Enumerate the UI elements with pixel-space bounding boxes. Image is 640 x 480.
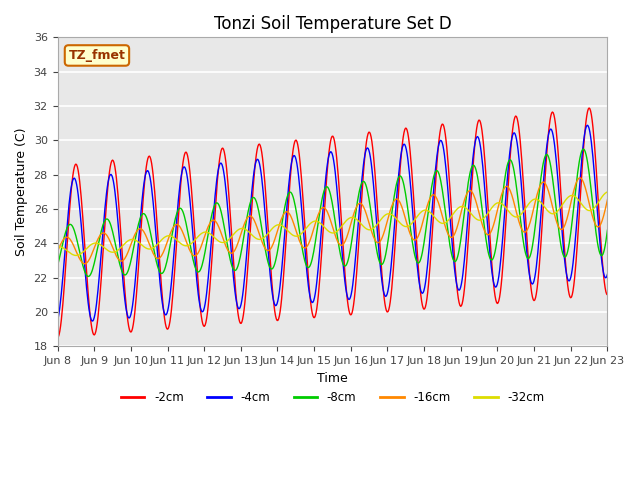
Text: TZ_fmet: TZ_fmet	[68, 49, 125, 62]
-32cm	[206, 230, 214, 236]
-8cm	[604, 227, 611, 233]
-4cm	[177, 177, 184, 182]
-8cm	[177, 205, 184, 211]
-32cm	[177, 240, 184, 246]
-16cm	[177, 225, 184, 231]
-4cm	[584, 122, 591, 128]
-8cm	[206, 222, 214, 228]
Legend: -2cm, -4cm, -8cm, -16cm, -32cm: -2cm, -4cm, -8cm, -16cm, -32cm	[116, 386, 549, 408]
-2cm	[120, 277, 128, 283]
-8cm	[84, 274, 92, 279]
-4cm	[89, 318, 97, 324]
-8cm	[63, 224, 71, 230]
-8cm	[54, 263, 61, 269]
-4cm	[416, 285, 424, 290]
-2cm	[415, 277, 423, 283]
-8cm	[400, 182, 408, 188]
-2cm	[585, 105, 593, 111]
Line: -16cm: -16cm	[58, 178, 607, 264]
X-axis label: Time: Time	[317, 372, 348, 384]
-32cm	[63, 248, 71, 254]
-4cm	[121, 297, 129, 303]
-32cm	[121, 240, 129, 246]
-32cm	[72, 252, 80, 258]
Title: Tonzi Soil Temperature Set D: Tonzi Soil Temperature Set D	[214, 15, 451, 33]
-16cm	[63, 234, 71, 240]
-4cm	[400, 141, 408, 147]
-2cm	[604, 292, 611, 298]
-4cm	[63, 218, 71, 224]
-16cm	[604, 197, 611, 203]
-16cm	[416, 228, 424, 234]
Y-axis label: Soil Temperature (C): Soil Temperature (C)	[15, 128, 28, 256]
-16cm	[54, 249, 61, 254]
-2cm	[63, 237, 71, 242]
-2cm	[176, 192, 184, 197]
-16cm	[81, 261, 89, 266]
-16cm	[576, 175, 584, 181]
-4cm	[206, 258, 214, 264]
Line: -4cm: -4cm	[58, 125, 607, 321]
Line: -8cm: -8cm	[58, 149, 607, 276]
-4cm	[604, 271, 611, 277]
-32cm	[416, 210, 424, 216]
-32cm	[400, 223, 408, 229]
Line: -32cm: -32cm	[58, 192, 607, 255]
-16cm	[206, 221, 214, 227]
-2cm	[399, 134, 407, 140]
-8cm	[416, 258, 424, 264]
-32cm	[604, 189, 611, 195]
-2cm	[54, 335, 61, 341]
-32cm	[54, 244, 61, 250]
Line: -2cm: -2cm	[58, 108, 607, 338]
-16cm	[400, 211, 408, 216]
-16cm	[121, 255, 129, 261]
-4cm	[54, 318, 61, 324]
-8cm	[121, 272, 129, 278]
-2cm	[205, 295, 213, 301]
-8cm	[580, 146, 588, 152]
